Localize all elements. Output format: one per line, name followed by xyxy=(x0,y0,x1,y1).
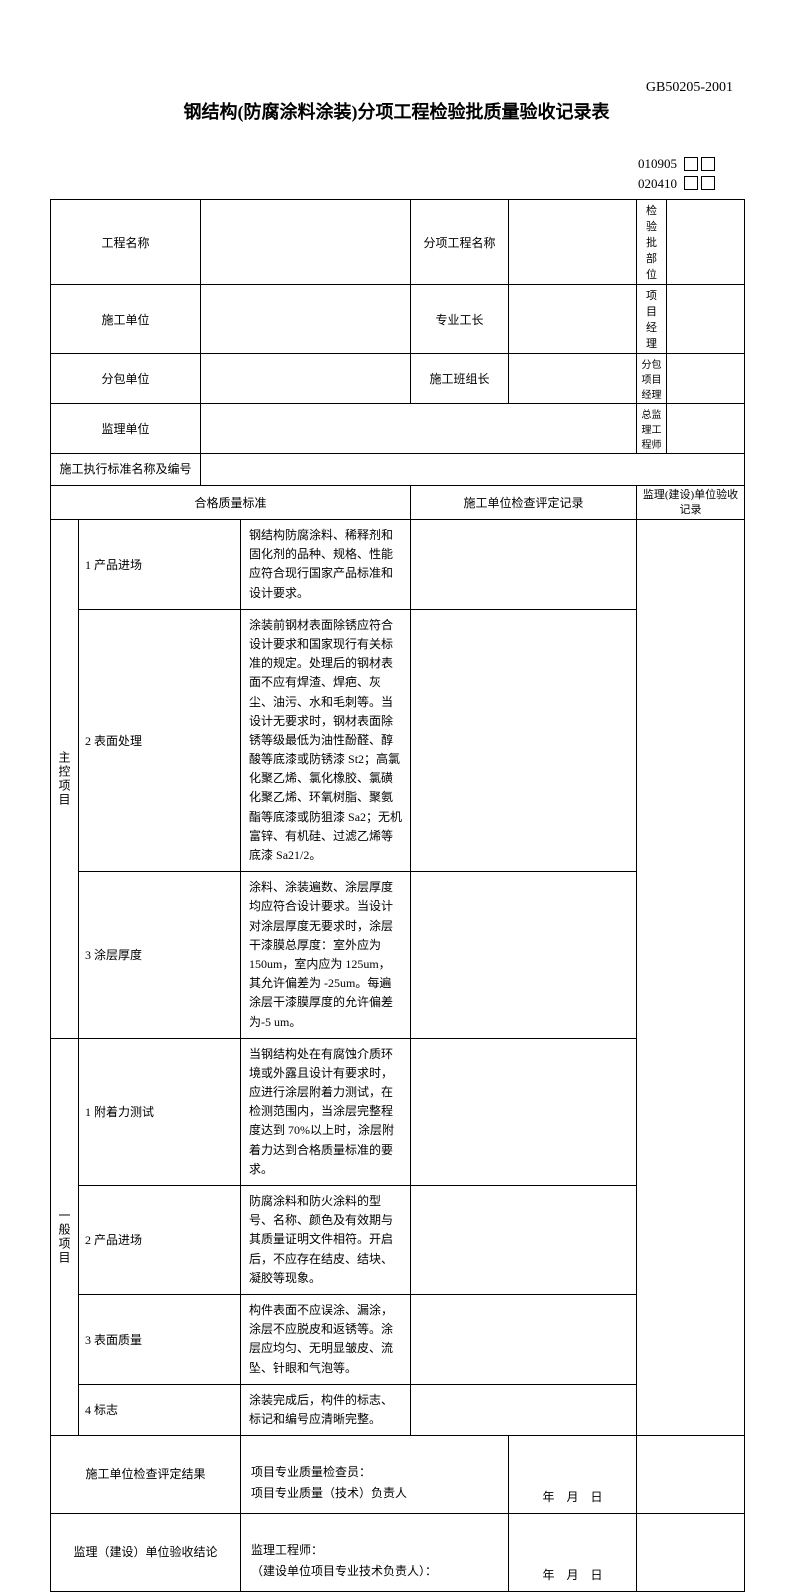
section-main-label: 主控项目 xyxy=(51,520,79,1039)
gen-item-4-desc: 涂装完成后，构件的标志、标记和编号应清晰完整。 xyxy=(241,1384,411,1435)
value-subcontract xyxy=(201,354,411,404)
code-1: 010905 xyxy=(638,154,677,174)
label-exec-standard: 施工执行标准名称及编号 xyxy=(51,454,201,486)
col-quality-standard: 合格质量标准 xyxy=(51,486,411,520)
label-team-leader: 施工班组长 xyxy=(411,354,509,404)
label-sub-pm: 分包项目经理 xyxy=(637,354,667,404)
gen-item-1-rec xyxy=(411,1038,637,1185)
label-inspection-part: 检验批部位 xyxy=(637,200,667,285)
supervision-record-cell xyxy=(637,520,745,1436)
gen-item-2-rec xyxy=(411,1186,637,1295)
label-sub-project: 分项工程名称 xyxy=(411,200,509,285)
gen-item-2-no: 2 产品进场 xyxy=(79,1186,241,1295)
main-item-3-rec xyxy=(411,872,637,1039)
code-box xyxy=(684,176,698,190)
label-construction-unit: 施工单位 xyxy=(51,285,201,354)
code-box xyxy=(701,176,715,190)
main-item-1-rec xyxy=(411,520,637,610)
code-2: 020410 xyxy=(638,174,677,194)
sig-line-2: 项目专业质量（技术）负责人 xyxy=(251,1483,498,1505)
gen-item-1-desc: 当钢结构处在有腐蚀介质环境或外露且设计有要求时，应进行涂层附着力测试，在检测范围… xyxy=(241,1038,411,1185)
page-title: 钢结构(防腐涂料涂装)分项工程检验批质量验收记录表 xyxy=(50,98,743,124)
main-item-3-no: 3 涂层厚度 xyxy=(79,872,241,1039)
label-chief-supervisor: 总监理工程师 xyxy=(637,404,667,454)
main-item-2-rec xyxy=(411,609,637,871)
value-sub-pm xyxy=(667,354,745,404)
value-sub-project xyxy=(509,200,637,285)
supervision-sig: 监理工程师： （建设单位项目专业技术负责人）： xyxy=(241,1514,509,1592)
section-general-label: 一般项目 xyxy=(51,1038,79,1435)
label-foreman: 专业工长 xyxy=(411,285,509,354)
gen-item-1-no: 1 附着力测试 xyxy=(79,1038,241,1185)
supervision-date: 年 月 日 xyxy=(509,1514,637,1592)
supervision-result-label: 监理（建设）单位验收结论 xyxy=(51,1514,241,1592)
gen-item-4-no: 4 标志 xyxy=(79,1384,241,1435)
label-project-name: 工程名称 xyxy=(51,200,201,285)
sig-line-1: 项目专业质量检查员： xyxy=(251,1462,498,1484)
supervision-result-blank xyxy=(637,1514,745,1592)
construction-date: 年 月 日 xyxy=(509,1436,637,1514)
value-exec-standard xyxy=(201,454,745,486)
main-item-1-no: 1 产品进场 xyxy=(79,520,241,610)
code-box xyxy=(701,157,715,171)
value-supervision-unit xyxy=(201,404,637,454)
gen-item-4-rec xyxy=(411,1384,637,1435)
gen-item-3-desc: 构件表面不应误涂、漏涂，涂层不应脱皮和返锈等。涂层应均匀、无明显皱皮、流坠、针眼… xyxy=(241,1294,411,1384)
construction-result-label: 施工单位检查评定结果 xyxy=(51,1436,241,1514)
gen-item-2-desc: 防腐涂料和防火涂料的型号、名称、颜色及有效期与其质量证明文件相符。开启后，不应存… xyxy=(241,1186,411,1295)
code-box xyxy=(684,157,698,171)
sig-line-4: （建设单位项目专业技术负责人）： xyxy=(251,1561,498,1583)
main-item-2-desc: 涂装前钢材表面除锈应符合设计要求和国家现行有关标准的规定。处理后的钢材表面不应有… xyxy=(241,609,411,871)
gen-item-3-rec xyxy=(411,1294,637,1384)
col-supervision-record: 监理(建设)单位验收记录 xyxy=(637,486,745,520)
construction-result-blank xyxy=(637,1436,745,1514)
label-pm: 项目经理 xyxy=(637,285,667,354)
main-table: 工程名称 分项工程名称 检验批部位 施工单位 专业工长 项目经理 分包单位 施工… xyxy=(50,199,745,1592)
construction-sig: 项目专业质量检查员： 项目专业质量（技术）负责人 xyxy=(241,1436,509,1514)
col-construction-record: 施工单位检查评定记录 xyxy=(411,486,637,520)
standard-code: GB50205-2001 xyxy=(50,80,743,96)
value-chief-supervisor xyxy=(667,404,745,454)
value-pm xyxy=(667,285,745,354)
value-construction-unit xyxy=(201,285,411,354)
gen-item-3-no: 3 表面质量 xyxy=(79,1294,241,1384)
value-inspection-part xyxy=(667,200,745,285)
value-team-leader xyxy=(509,354,637,404)
main-item-2-no: 2 表面处理 xyxy=(79,609,241,871)
label-supervision-unit: 监理单位 xyxy=(51,404,201,454)
main-item-3-desc: 涂料、涂装遍数、涂层厚度均应符合设计要求。当设计对涂层厚度无要求时，涂层干漆膜总… xyxy=(241,872,411,1039)
value-project-name xyxy=(201,200,411,285)
code-numbers: 010905 020410 xyxy=(50,154,743,193)
sig-line-3: 监理工程师： xyxy=(251,1540,498,1562)
main-item-1-desc: 钢结构防腐涂料、稀释剂和固化剂的品种、规格、性能应符合现行国家产品标准和设计要求… xyxy=(241,520,411,610)
value-foreman xyxy=(509,285,637,354)
label-subcontract: 分包单位 xyxy=(51,354,201,404)
